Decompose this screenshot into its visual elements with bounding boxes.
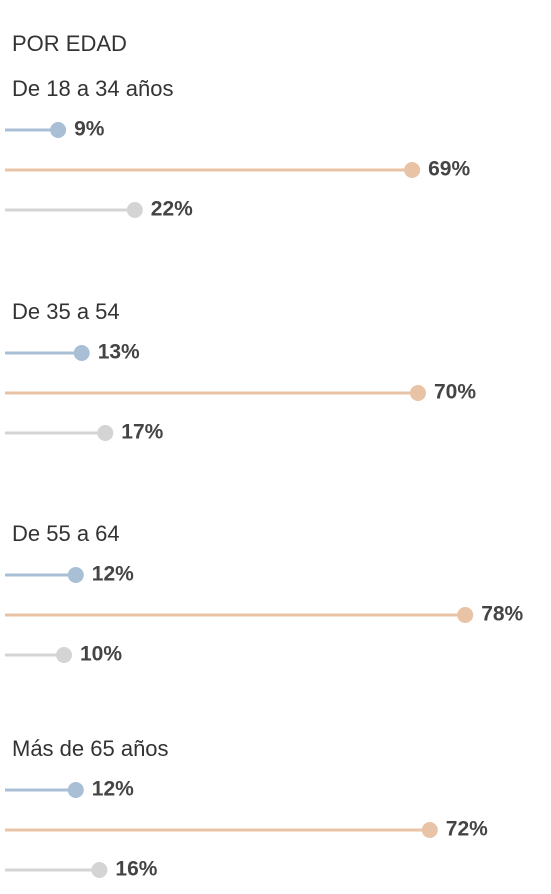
category-label: De 18 a 34 años xyxy=(12,76,173,101)
dot xyxy=(457,607,474,623)
value-label: 72% xyxy=(446,818,488,841)
dot xyxy=(421,822,438,838)
value-label: 12% xyxy=(92,563,134,586)
dot xyxy=(67,782,84,798)
dot xyxy=(97,425,114,441)
value-label: 70% xyxy=(434,381,476,404)
value-label: 12% xyxy=(92,778,134,801)
value-label: 78% xyxy=(481,603,523,626)
value-label: 13% xyxy=(98,341,140,364)
value-label: 22% xyxy=(151,198,193,221)
dot xyxy=(67,567,84,583)
dot xyxy=(91,862,108,878)
dot xyxy=(50,122,67,138)
dot xyxy=(56,647,72,663)
value-label: 69% xyxy=(428,158,470,181)
value-label: 9% xyxy=(74,118,105,141)
dot xyxy=(73,345,90,361)
value-label: 16% xyxy=(115,858,157,881)
dot xyxy=(410,385,426,401)
category-label: De 55 a 64 xyxy=(12,521,120,546)
dot xyxy=(404,162,421,178)
value-label: 17% xyxy=(121,421,163,444)
category-label: De 35 a 54 xyxy=(12,299,120,324)
dot xyxy=(126,202,143,218)
category-label: Más de 65 años xyxy=(12,736,169,761)
chart-title: POR EDAD xyxy=(12,31,127,56)
value-label: 10% xyxy=(80,643,122,666)
